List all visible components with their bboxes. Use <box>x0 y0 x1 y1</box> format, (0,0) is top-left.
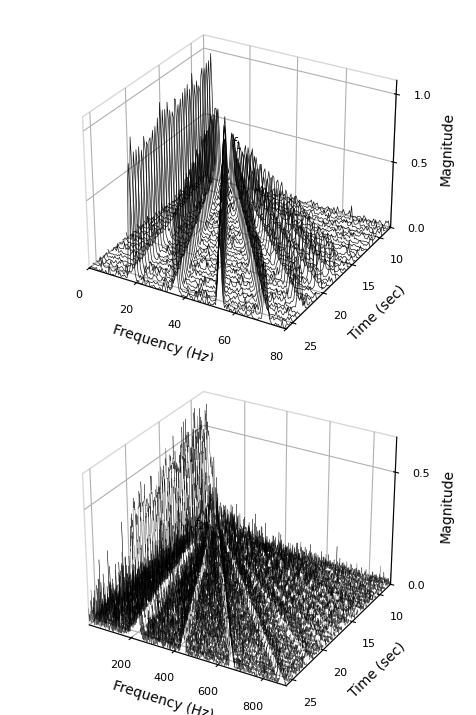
X-axis label: Frequency (Hz): Frequency (Hz) <box>111 322 215 367</box>
Y-axis label: Time (sec): Time (sec) <box>346 283 408 344</box>
X-axis label: Frequency (Hz): Frequency (Hz) <box>111 679 215 715</box>
Y-axis label: Time (sec): Time (sec) <box>346 640 408 701</box>
